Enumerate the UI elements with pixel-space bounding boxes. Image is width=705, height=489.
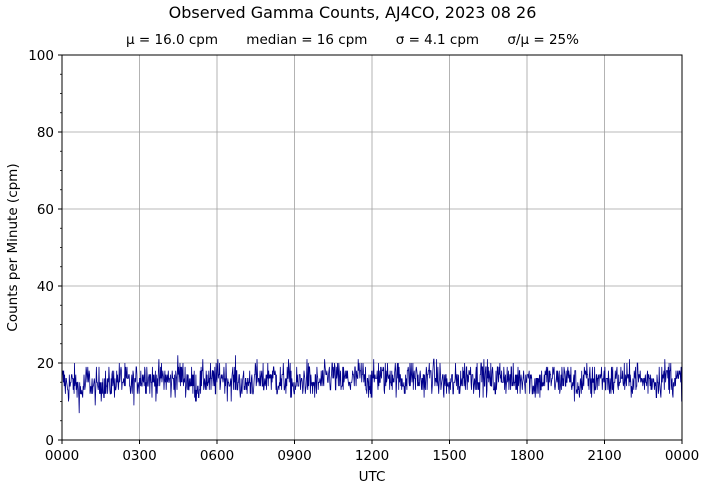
x-tick-label: 0600 <box>200 448 234 464</box>
y-axis-label: Counts per Minute (cpm) <box>5 163 21 331</box>
chart-stats: μ = 16.0 cpm median = 16 cpm σ = 4.1 cpm… <box>0 32 705 48</box>
x-tick-label: 0900 <box>277 448 311 464</box>
y-tick-label: 80 <box>37 125 54 141</box>
series-group <box>61 355 683 414</box>
stat-ratio: σ/μ = 25% <box>507 32 579 48</box>
x-axis-label: UTC <box>359 469 386 485</box>
axis-tick-labels: 0000 0300 0600 0900 1200 1500 1800 2100 00000204… <box>28 48 699 464</box>
x-tick-label: 1200 <box>355 448 389 464</box>
x-tick-label: 0000 <box>45 448 79 464</box>
y-tick-label: 100 <box>28 48 54 64</box>
series-line <box>61 355 683 414</box>
x-tick-label: 0000 <box>665 448 699 464</box>
y-tick-label: 60 <box>37 202 54 218</box>
stat-mean: μ = 16.0 cpm <box>126 32 218 48</box>
axis-ticks <box>58 54 683 444</box>
x-tick-label: 0300 <box>122 448 156 464</box>
chart-title: Observed Gamma Counts, AJ4CO, 2023 08 26 <box>168 3 537 22</box>
y-tick-label: 0 <box>45 433 54 449</box>
x-tick-label: 1500 <box>432 448 466 464</box>
x-tick-label: 2100 <box>587 448 621 464</box>
y-tick-label: 20 <box>37 356 54 372</box>
stat-median: median = 16 cpm <box>246 32 368 48</box>
y-tick-label: 40 <box>37 279 54 295</box>
x-tick-label: 1800 <box>510 448 544 464</box>
stat-sigma: σ = 4.1 cpm <box>395 32 480 48</box>
